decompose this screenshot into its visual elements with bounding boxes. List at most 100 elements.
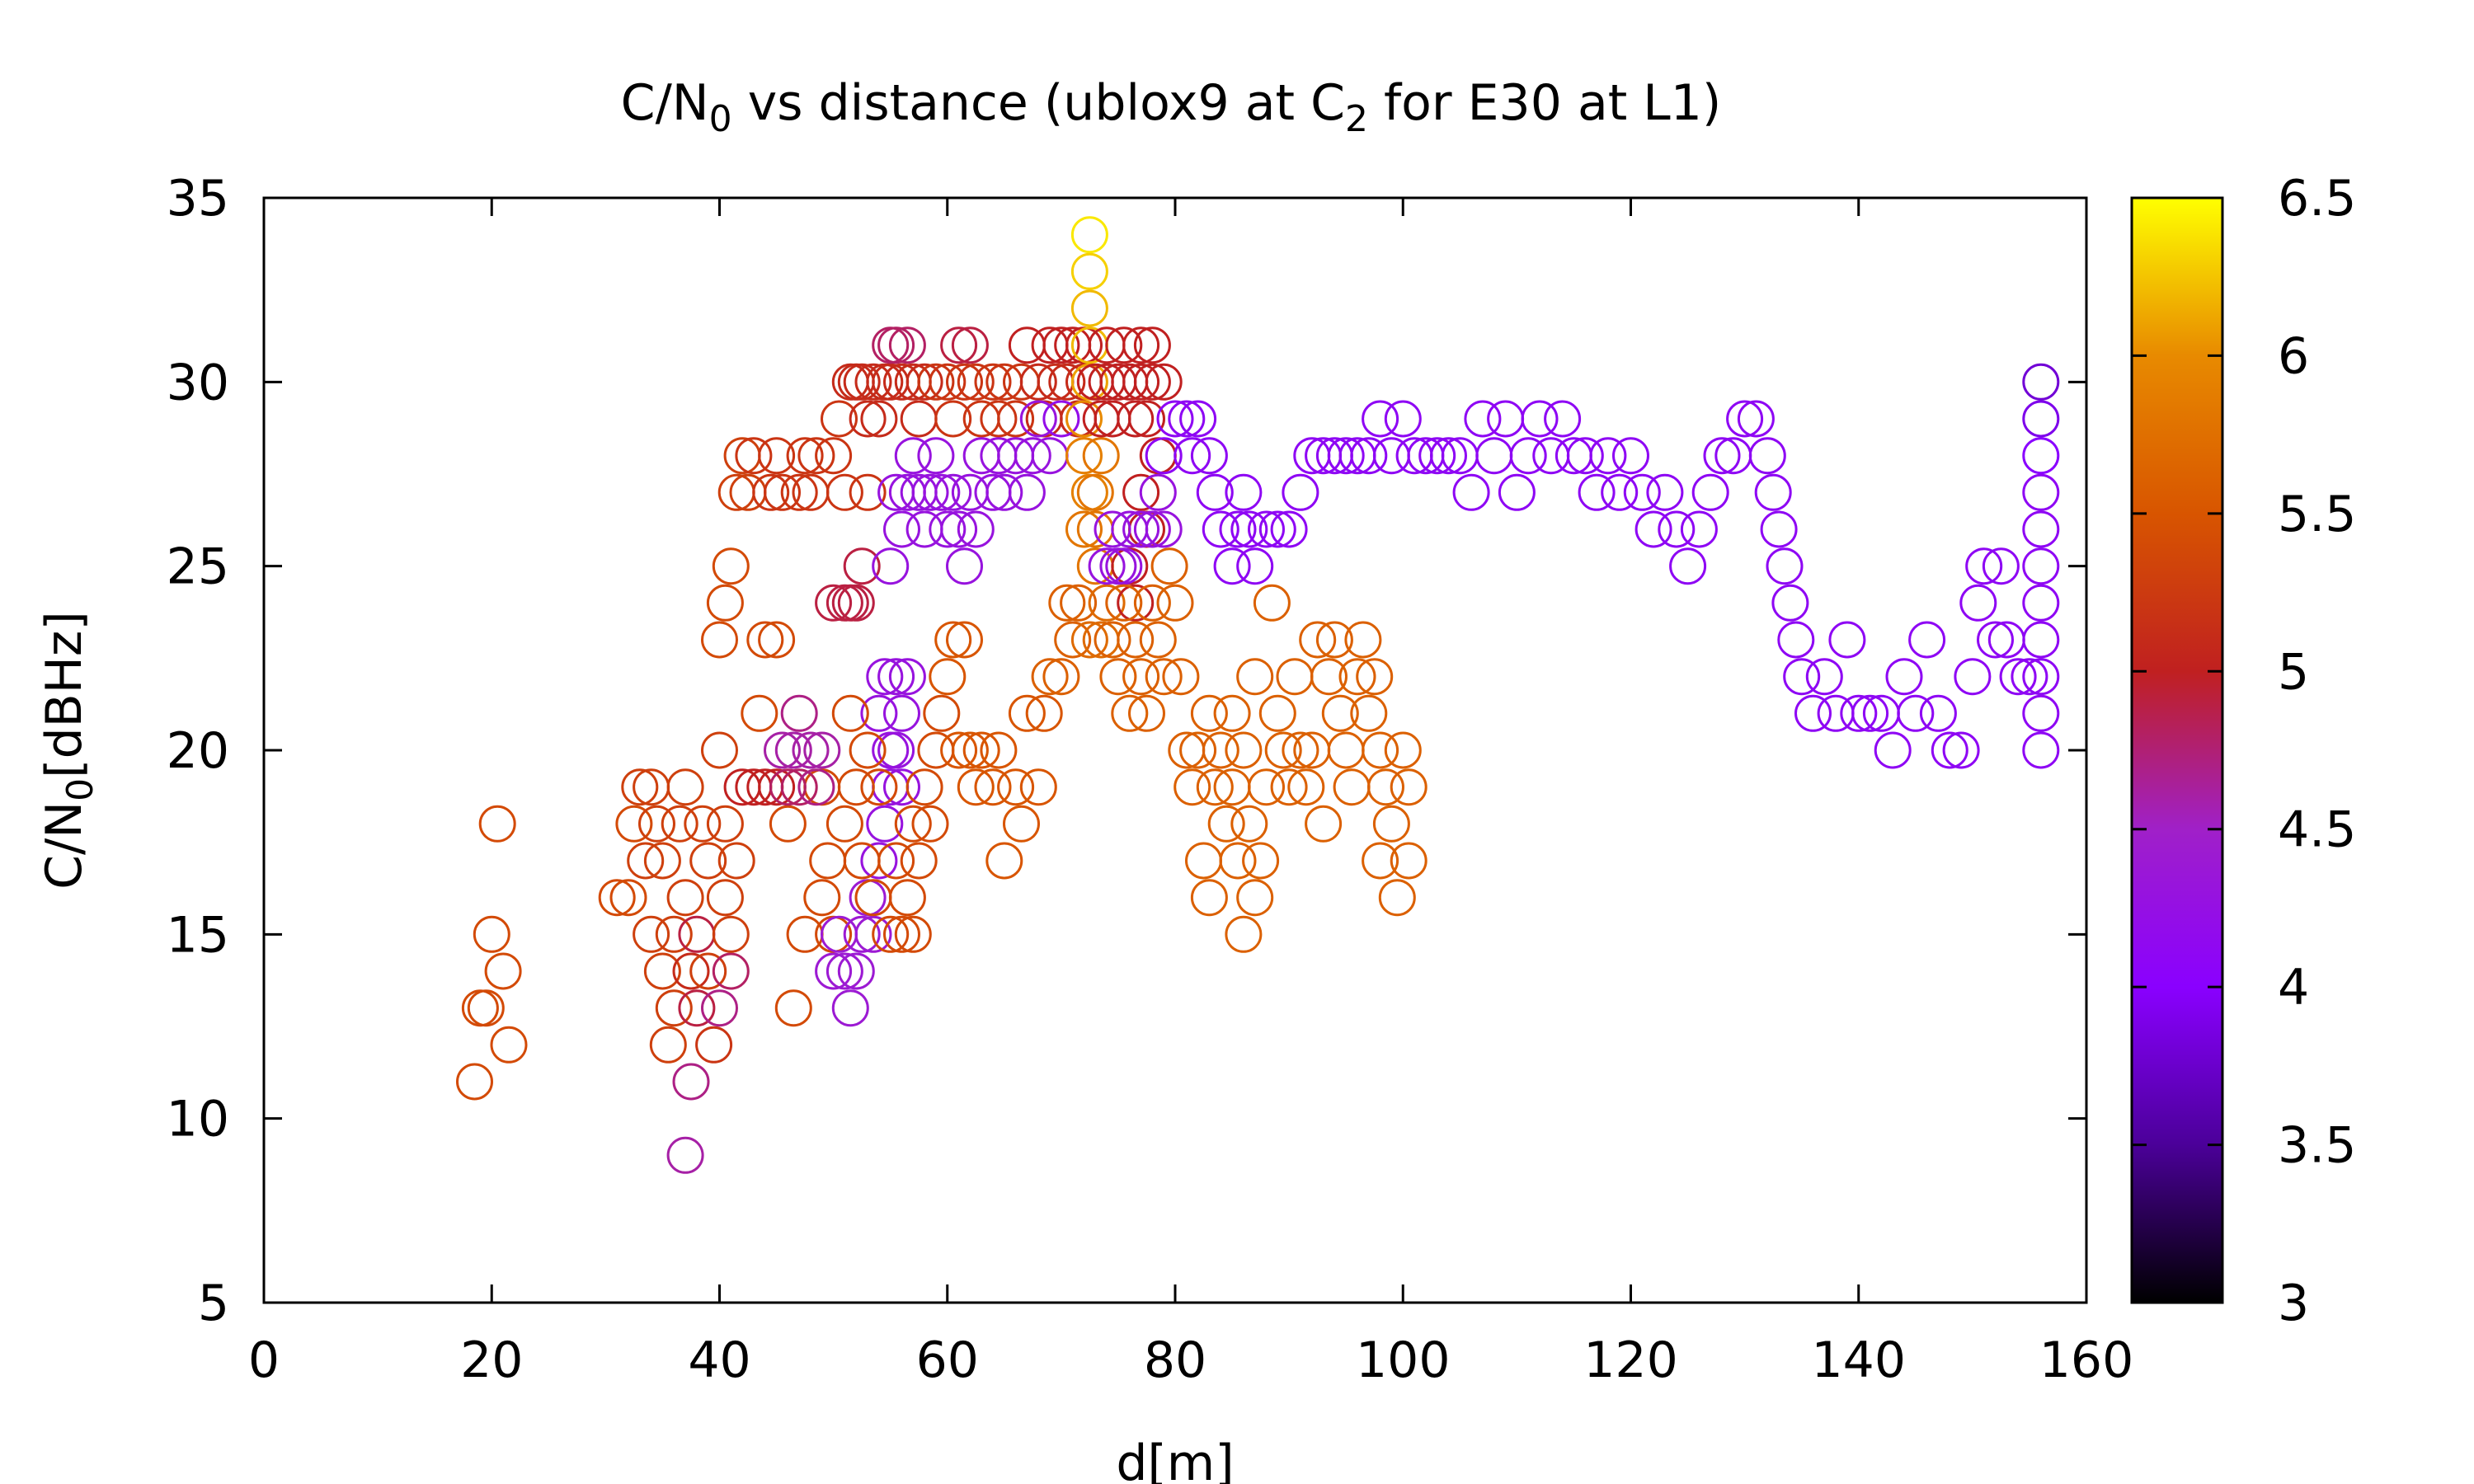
data-point: [1498, 473, 1536, 511]
data-point: [923, 694, 961, 732]
data-point: [1105, 326, 1143, 364]
data-point: [1794, 694, 1832, 732]
data-point: [831, 694, 869, 732]
y-tick-label: 5: [198, 1275, 229, 1332]
data-point: [843, 363, 881, 401]
data-point: [1162, 658, 1200, 696]
data-point: [1070, 621, 1108, 659]
data-point: [883, 768, 920, 806]
data-point: [1282, 473, 1319, 511]
data-point: [1931, 731, 1968, 769]
data-point: [1008, 694, 1046, 732]
data-point: [1133, 363, 1171, 401]
data-point: [649, 1026, 687, 1064]
data-point: [1122, 326, 1160, 364]
data-point: [957, 768, 995, 806]
data-point: [1139, 621, 1177, 659]
data-point: [1999, 658, 2037, 696]
data-point: [478, 805, 516, 843]
data-point: [1202, 731, 1239, 769]
data-point: [1372, 805, 1410, 843]
data-point: [860, 842, 898, 880]
colorbar-tick-label: 6: [2278, 327, 2309, 385]
data-point: [946, 621, 983, 659]
data-point: [1042, 658, 1080, 696]
data-point: [1122, 658, 1160, 696]
data-point: [1042, 326, 1080, 364]
data-point: [1117, 400, 1155, 438]
data-point: [809, 842, 847, 880]
data-point: [1219, 510, 1257, 548]
data-point: [1122, 473, 1160, 511]
data-point: [1190, 437, 1228, 475]
data-point: [1042, 400, 1080, 438]
data-point: [940, 731, 978, 769]
data-point: [1196, 473, 1234, 511]
data-point: [1589, 437, 1627, 475]
data-point: [1305, 805, 1343, 843]
data-point: [792, 731, 830, 769]
data-point: [701, 621, 738, 659]
data-point: [1299, 621, 1337, 659]
data-point: [2022, 363, 2060, 401]
data-point: [1897, 694, 1935, 732]
data-point: [1350, 437, 1388, 475]
data-point: [774, 731, 812, 769]
data-point: [934, 400, 972, 438]
data-point: [1236, 547, 1274, 585]
data-point: [2022, 621, 2060, 659]
data-point: [1885, 658, 1923, 696]
data-point: [1242, 842, 1280, 880]
data-point: [1942, 731, 1980, 769]
data-point: [849, 731, 887, 769]
data-point: [752, 473, 790, 511]
data-point: [1362, 400, 1399, 438]
data-point: [758, 768, 796, 806]
data-point: [701, 731, 738, 769]
data-point: [803, 731, 841, 769]
data-point: [1384, 400, 1422, 438]
data-point: [1179, 400, 1217, 438]
data-point: [1315, 621, 1353, 659]
colorbar-tick-label: 3.5: [2278, 1117, 2356, 1175]
y-axis-label: C/N0[dBHz]: [35, 611, 101, 890]
data-point: [1874, 731, 1912, 769]
ylabel-suffix: [dBHz]: [35, 611, 93, 778]
data-point: [854, 363, 892, 401]
data-point: [746, 621, 784, 659]
data-point: [1213, 694, 1251, 732]
data-point: [661, 805, 698, 843]
data-point: [1748, 437, 1786, 475]
data-point: [1094, 510, 1131, 548]
data-point: [1310, 658, 1348, 696]
data-point: [1344, 621, 1382, 659]
data-point: [1128, 400, 1165, 438]
x-axis-ticks: 0 20 40 60 80 100 120 140 160: [248, 198, 2133, 1389]
data-point: [1691, 473, 1729, 511]
data-point: [672, 1063, 710, 1101]
data-point: [1207, 805, 1245, 843]
data-point: [997, 768, 1035, 806]
title-prefix: C/N: [621, 74, 709, 132]
data-point: [1225, 731, 1263, 769]
data-point: [900, 400, 938, 438]
data-point: [803, 879, 841, 917]
data-point: [1145, 437, 1183, 475]
data-point: [1139, 473, 1177, 511]
data-point: [1145, 363, 1183, 401]
data-point: [1248, 768, 1285, 806]
data-point: [1128, 694, 1165, 732]
data-point: [1088, 584, 1126, 622]
data-point: [741, 694, 778, 732]
data-point: [917, 363, 955, 401]
plot-frame: [262, 196, 2088, 1304]
y-tick-label: 25: [167, 538, 229, 596]
data-point: [780, 768, 818, 806]
data-point: [900, 842, 938, 880]
data-point: [883, 694, 920, 732]
chart-title: C/N0 vs distance (ublox9 at C2 for E30 a…: [621, 74, 1722, 140]
data-point: [1185, 842, 1222, 880]
data-point: [1851, 694, 1889, 732]
data-point: [1487, 400, 1525, 438]
data-point: [2022, 584, 2060, 622]
